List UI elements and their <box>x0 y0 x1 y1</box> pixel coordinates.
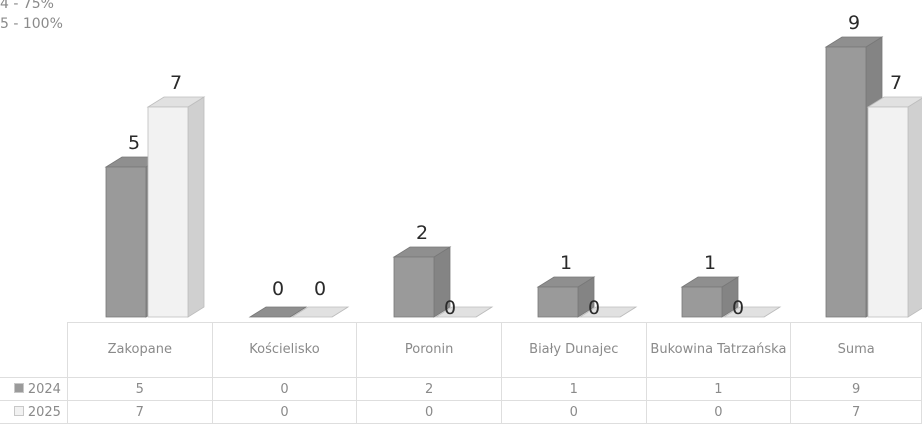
data-label: 9 <box>848 12 860 34</box>
data-label: 0 <box>272 278 284 300</box>
bar-2024-1 <box>248 306 308 318</box>
table-cell: 0 <box>211 377 358 401</box>
category-header: Biały Dunajec <box>500 322 647 378</box>
legend-notes: 4 - 75% 5 - 100% <box>0 0 63 34</box>
series-label-2025: 2025 <box>0 400 68 424</box>
series-row-2025: 2025 7 0 0 0 0 7 <box>0 400 922 424</box>
bar-2025-5 <box>866 96 922 318</box>
table-cell: 5 <box>66 377 213 401</box>
series-swatch-2025 <box>13 405 24 416</box>
bar-2024-3 <box>536 276 596 318</box>
bar-front <box>147 106 189 318</box>
table-cell: 1 <box>645 377 792 401</box>
data-label: 7 <box>170 72 182 94</box>
table-cell: 0 <box>500 400 647 424</box>
bar-2025-0 <box>146 96 206 318</box>
bar-side <box>187 96 205 318</box>
legend-note-75: 4 - 75% <box>0 0 54 12</box>
category-header: Poronin <box>356 322 502 378</box>
legend-note-100: 5 - 100% <box>0 16 63 32</box>
series-row-2024: 2024 5 0 2 1 1 9 <box>0 377 922 401</box>
table-cell: 1 <box>500 377 647 401</box>
data-table: Zakopane Kościelisko Poronin Biały Dunaj… <box>0 322 922 424</box>
bar-front <box>867 106 909 318</box>
table-cell: 7 <box>66 400 213 424</box>
bar-2025-3 <box>578 306 638 318</box>
bar-top <box>578 306 638 318</box>
bar-2025-1 <box>290 306 350 318</box>
bar-front <box>537 286 579 318</box>
data-label: 7 <box>890 72 902 94</box>
series-label-2024: 2024 <box>0 377 68 401</box>
bar-2024-2 <box>392 246 452 318</box>
table-cell: 2 <box>356 377 502 401</box>
bar-front <box>393 256 435 318</box>
bar-front <box>105 166 147 318</box>
bar-top <box>722 306 782 318</box>
bar-2024-4 <box>680 276 740 318</box>
data-label: 5 <box>128 132 140 154</box>
bar-chart: 5 7 0 0 2 0 1 0 1 0 9 7 <box>104 12 922 319</box>
bar-front <box>825 46 867 318</box>
category-header-row: Zakopane Kościelisko Poronin Biały Dunaj… <box>0 322 922 378</box>
category-header: Kościelisko <box>211 322 358 378</box>
data-label: 2 <box>416 222 428 244</box>
table-cell: 0 <box>356 400 502 424</box>
bar-front <box>681 286 723 318</box>
table-cell: 9 <box>790 377 922 401</box>
table-cell: 7 <box>790 400 922 424</box>
data-label: 1 <box>704 252 716 274</box>
category-header: Zakopane <box>66 322 213 378</box>
data-label: 0 <box>588 297 600 319</box>
bar-top <box>290 306 350 318</box>
series-swatch-2024 <box>13 382 24 393</box>
category-header: Suma <box>790 322 922 378</box>
table-cell: 0 <box>645 400 792 424</box>
data-label: 0 <box>314 278 326 300</box>
bar-2025-2 <box>434 306 494 318</box>
bar-side <box>907 97 922 318</box>
bar-top <box>434 306 494 318</box>
data-label: 0 <box>732 297 744 319</box>
data-label: 0 <box>444 297 456 319</box>
category-header: Bukowina Tatrzańska <box>645 322 792 378</box>
data-label: 1 <box>560 252 572 274</box>
bar-top <box>248 306 308 318</box>
table-corner <box>0 323 67 378</box>
table-cell: 0 <box>211 400 358 424</box>
bar-2025-4 <box>722 306 782 318</box>
